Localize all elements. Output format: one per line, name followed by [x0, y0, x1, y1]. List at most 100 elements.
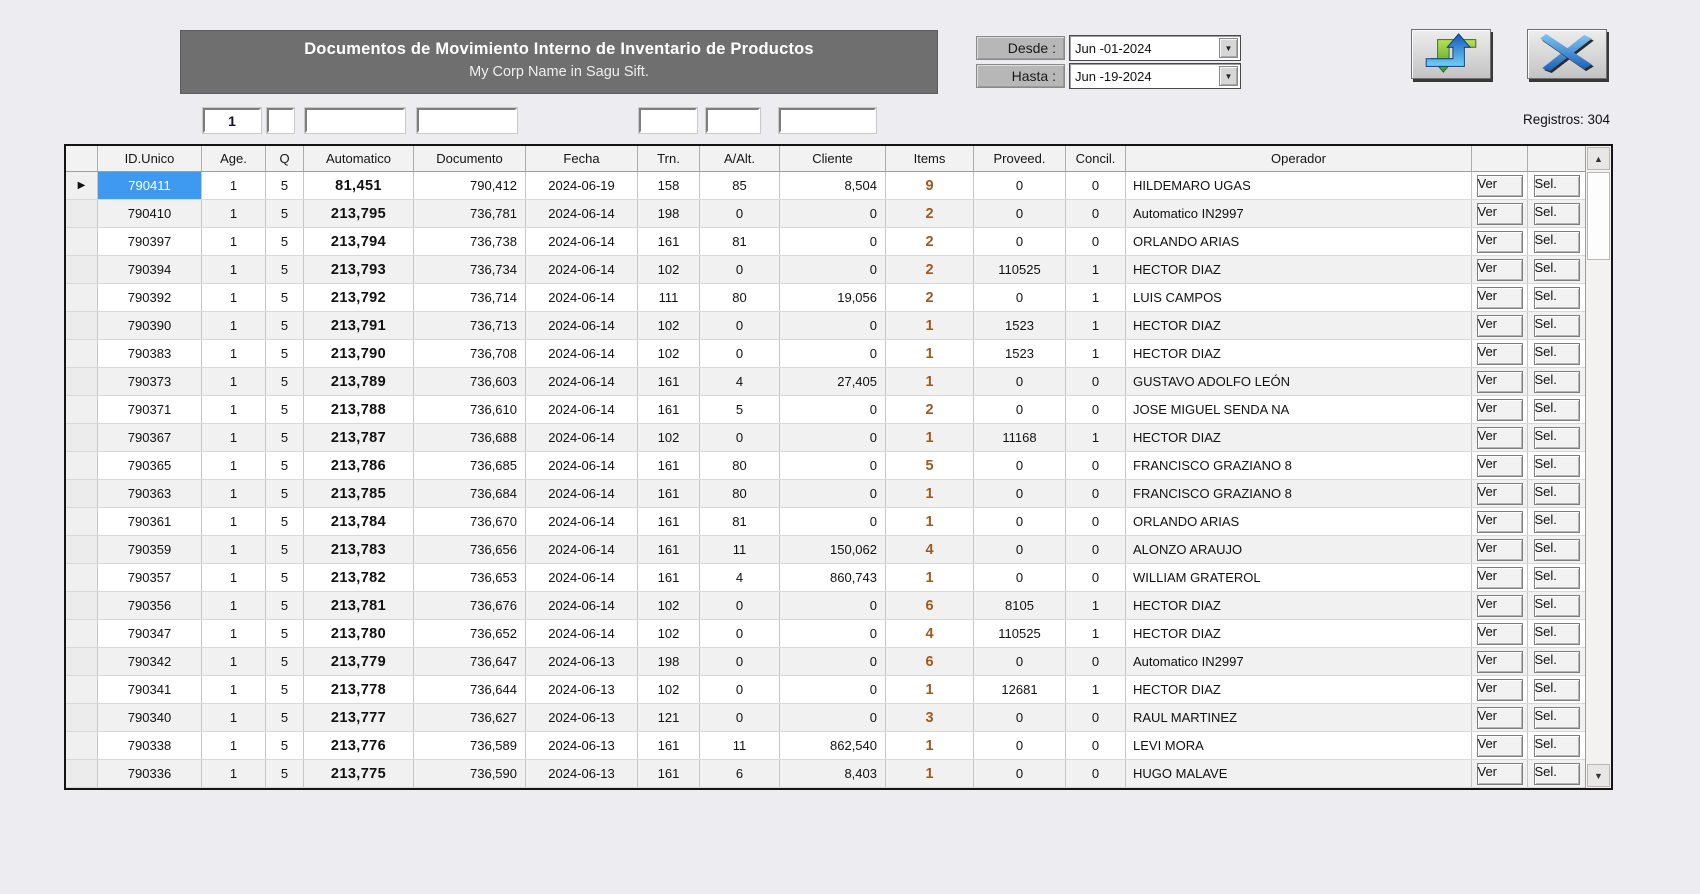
row-selector[interactable] — [66, 620, 97, 647]
cell-a-alt[interactable]: 0 — [699, 312, 779, 339]
cell-age[interactable]: 1 — [201, 256, 265, 283]
ver-button[interactable]: Ver — [1476, 230, 1523, 253]
cell-age[interactable]: 1 — [201, 536, 265, 563]
cell-proveed[interactable]: 1523 — [973, 312, 1065, 339]
filter-age-input[interactable] — [202, 107, 262, 134]
scrollbar-up-icon[interactable]: ▲ — [1587, 147, 1610, 170]
cell-id-unico[interactable]: 790383 — [97, 340, 201, 367]
cell-operador[interactable]: LEVI MORA — [1125, 732, 1471, 759]
cell-documento[interactable]: 736,713 — [413, 312, 525, 339]
cell-age[interactable]: 1 — [201, 564, 265, 591]
filter-a-alt-input[interactable] — [705, 107, 761, 134]
cell-documento[interactable]: 736,627 — [413, 704, 525, 731]
cell-q[interactable]: 5 — [265, 340, 303, 367]
cell-items[interactable]: 9 — [885, 172, 973, 199]
cell-fecha[interactable]: 2024-06-14 — [525, 256, 637, 283]
cell-proveed[interactable]: 0 — [973, 536, 1065, 563]
cell-cliente[interactable]: 0 — [779, 200, 885, 227]
cell-a-alt[interactable]: 0 — [699, 424, 779, 451]
row-selector[interactable] — [66, 704, 97, 731]
sel-button[interactable]: Sel. — [1533, 622, 1580, 645]
cell-age[interactable]: 1 — [201, 760, 265, 787]
cell-cliente[interactable]: 0 — [779, 424, 885, 451]
cell-automatico[interactable]: 213,777 — [303, 704, 413, 731]
cell-operador[interactable]: ORLANDO ARIAS — [1125, 228, 1471, 255]
cell-id-unico[interactable]: 790365 — [97, 452, 201, 479]
sel-button[interactable]: Sel. — [1533, 174, 1580, 197]
cell-proveed[interactable]: 0 — [973, 172, 1065, 199]
sel-button[interactable]: Sel. — [1533, 566, 1580, 589]
cell-automatico[interactable]: 81,451 — [303, 172, 413, 199]
cell-id-unico[interactable]: 790357 — [97, 564, 201, 591]
ver-button[interactable]: Ver — [1476, 286, 1523, 309]
filter-cliente-input[interactable] — [778, 107, 877, 134]
cell-q[interactable]: 5 — [265, 648, 303, 675]
cell-items[interactable]: 3 — [885, 704, 973, 731]
cell-documento[interactable]: 736,688 — [413, 424, 525, 451]
cell-a-alt[interactable]: 4 — [699, 368, 779, 395]
cell-q[interactable]: 5 — [265, 760, 303, 787]
ver-button[interactable]: Ver — [1476, 538, 1523, 561]
cell-automatico[interactable]: 213,775 — [303, 760, 413, 787]
ver-button[interactable]: Ver — [1476, 678, 1523, 701]
cell-trn[interactable]: 102 — [637, 424, 699, 451]
column-header-items[interactable]: Items — [885, 146, 973, 171]
sel-button[interactable]: Sel. — [1533, 678, 1580, 701]
sel-button[interactable]: Sel. — [1533, 762, 1580, 785]
cell-items[interactable]: 5 — [885, 452, 973, 479]
cell-concil[interactable]: 0 — [1065, 452, 1125, 479]
cell-fecha[interactable]: 2024-06-14 — [525, 200, 637, 227]
cell-trn[interactable]: 102 — [637, 340, 699, 367]
sel-button[interactable]: Sel. — [1533, 398, 1580, 421]
cell-operador[interactable]: Automatico IN2997 — [1125, 648, 1471, 675]
cell-cliente[interactable]: 0 — [779, 312, 885, 339]
cell-trn[interactable]: 161 — [637, 536, 699, 563]
column-header-concil[interactable]: Concil. — [1065, 146, 1125, 171]
cell-items[interactable]: 2 — [885, 228, 973, 255]
cell-q[interactable]: 5 — [265, 732, 303, 759]
cell-q[interactable]: 5 — [265, 284, 303, 311]
cell-operador[interactable]: HECTOR DIAZ — [1125, 340, 1471, 367]
cell-a-alt[interactable]: 80 — [699, 480, 779, 507]
row-selector[interactable]: ▶ — [66, 172, 97, 199]
sel-button[interactable]: Sel. — [1533, 286, 1580, 309]
cell-documento[interactable]: 736,714 — [413, 284, 525, 311]
cell-trn[interactable]: 161 — [637, 480, 699, 507]
cell-operador[interactable]: HECTOR DIAZ — [1125, 676, 1471, 703]
cell-id-unico[interactable]: 790410 — [97, 200, 201, 227]
cell-documento[interactable]: 736,603 — [413, 368, 525, 395]
ver-button[interactable]: Ver — [1476, 706, 1523, 729]
cell-trn[interactable]: 161 — [637, 760, 699, 787]
cell-fecha[interactable]: 2024-06-13 — [525, 732, 637, 759]
ver-button[interactable]: Ver — [1476, 454, 1523, 477]
cell-age[interactable]: 1 — [201, 424, 265, 451]
cell-fecha[interactable]: 2024-06-19 — [525, 172, 637, 199]
scrollbar-thumb[interactable] — [1587, 172, 1610, 260]
cell-a-alt[interactable]: 0 — [699, 648, 779, 675]
cell-automatico[interactable]: 213,793 — [303, 256, 413, 283]
cell-cliente[interactable]: 27,405 — [779, 368, 885, 395]
chevron-down-icon[interactable]: ▼ — [1219, 66, 1238, 86]
cell-a-alt[interactable]: 0 — [699, 592, 779, 619]
cell-documento[interactable]: 736,708 — [413, 340, 525, 367]
cell-cliente[interactable]: 0 — [779, 452, 885, 479]
cell-trn[interactable]: 161 — [637, 396, 699, 423]
ver-button[interactable]: Ver — [1476, 314, 1523, 337]
cell-age[interactable]: 1 — [201, 592, 265, 619]
cell-trn[interactable]: 198 — [637, 648, 699, 675]
cell-id-unico[interactable]: 790394 — [97, 256, 201, 283]
cell-concil[interactable]: 1 — [1065, 256, 1125, 283]
cell-fecha[interactable]: 2024-06-14 — [525, 592, 637, 619]
cell-cliente[interactable]: 0 — [779, 620, 885, 647]
cell-cliente[interactable]: 0 — [779, 396, 885, 423]
cell-operador[interactable]: Automatico IN2997 — [1125, 200, 1471, 227]
ver-button[interactable]: Ver — [1476, 482, 1523, 505]
cell-a-alt[interactable]: 11 — [699, 732, 779, 759]
row-selector[interactable] — [66, 424, 97, 451]
cell-fecha[interactable]: 2024-06-14 — [525, 228, 637, 255]
cell-concil[interactable]: 0 — [1065, 536, 1125, 563]
cell-documento[interactable]: 736,610 — [413, 396, 525, 423]
cell-operador[interactable]: HECTOR DIAZ — [1125, 620, 1471, 647]
cell-q[interactable]: 5 — [265, 508, 303, 535]
cell-concil[interactable]: 0 — [1065, 396, 1125, 423]
